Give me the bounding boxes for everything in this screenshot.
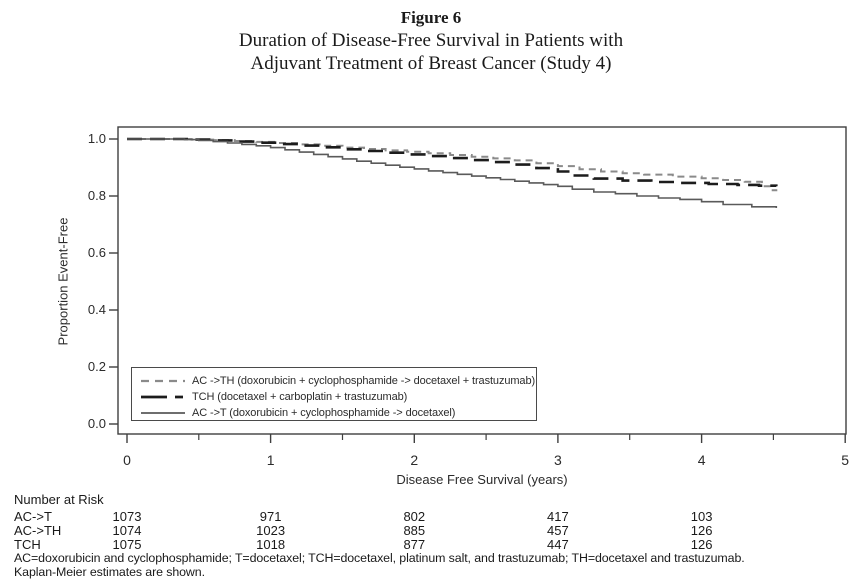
risk-count: 1023 <box>256 523 286 538</box>
y-axis-title: Proportion Event-Free <box>55 217 71 346</box>
km-curve-0 <box>127 138 778 192</box>
legend-box: AC ->TH (doxorubicin + cyclophosphamide … <box>131 367 537 421</box>
x-axis-title: Disease Free Survival (years) <box>396 472 568 487</box>
x-tick-label: 0 <box>123 452 131 468</box>
risk-count: 1073 <box>112 509 142 524</box>
legend-row-tch: TCH (docetaxel + carboplatin + trastuzum… <box>132 389 536 405</box>
x-tick-label: 1 <box>266 452 275 468</box>
y-tick-label: 1.0 <box>87 131 106 146</box>
risk-count: 126 <box>690 537 713 552</box>
risk-row-label: AC->TH <box>14 523 62 538</box>
risk-count: 103 <box>690 509 713 524</box>
risk-count: 877 <box>403 537 426 552</box>
risk-count: 126 <box>690 523 713 538</box>
footnote-km-note: Kaplan-Meier estimates are shown. <box>14 565 205 579</box>
number-at-risk-heading: Number at Risk <box>14 492 104 507</box>
figure-title-line-1: Duration of Disease-Free Survival in Pat… <box>238 30 624 51</box>
plot-frame <box>117 126 847 435</box>
x-tick-label: 4 <box>697 452 706 468</box>
km-curve-2 <box>127 138 778 208</box>
risk-count: 1018 <box>256 537 286 552</box>
legend-row-ac-th: AC ->TH (doxorubicin + cyclophosphamide … <box>132 373 536 389</box>
legend-label-tch: TCH (docetaxel + carboplatin + trastuzum… <box>192 391 408 403</box>
y-tick-label: 0.2 <box>87 359 106 374</box>
footnote-abbreviations: AC=doxorubicin and cyclophosphamide; T=d… <box>14 551 745 565</box>
risk-count: 1075 <box>112 537 142 552</box>
risk-count: 447 <box>547 537 569 552</box>
y-tick-label: 0.4 <box>87 302 106 317</box>
risk-count: 417 <box>547 509 569 524</box>
risk-count: 1074 <box>112 523 142 538</box>
figure-number: Figure 6 <box>400 8 462 27</box>
risk-count: 971 <box>259 509 282 524</box>
legend-line-solid-icon <box>141 412 185 414</box>
legend-line-dashed-icon <box>141 379 185 383</box>
km-curve-1 <box>127 137 778 187</box>
risk-count: 802 <box>403 509 426 524</box>
legend-label-ac-t: AC ->T (doxorubicin + cyclophosphamide -… <box>192 407 456 419</box>
y-tick-label: 0.6 <box>87 245 106 260</box>
x-tick-label: 2 <box>410 452 419 468</box>
y-tick-label: 0.0 <box>87 416 106 431</box>
y-tick-label: 0.8 <box>87 188 106 203</box>
legend-line-longdash-icon <box>141 395 185 399</box>
legend-row-ac-t: AC ->T (doxorubicin + cyclophosphamide -… <box>132 405 536 421</box>
risk-row-label: TCH <box>14 537 41 552</box>
risk-row-label: AC->T <box>14 509 52 524</box>
figure-title-line-2: Adjuvant Treatment of Breast Cancer (Stu… <box>250 53 612 74</box>
figure-title: Figure 6 Duration of Disease-Free Surviv… <box>0 6 862 75</box>
risk-count: 885 <box>403 523 426 538</box>
risk-count: 457 <box>547 523 569 538</box>
legend-label-ac-th: AC ->TH (doxorubicin + cyclophosphamide … <box>192 375 536 387</box>
x-tick-label: 5 <box>841 452 850 468</box>
x-tick-label: 3 <box>553 452 562 468</box>
